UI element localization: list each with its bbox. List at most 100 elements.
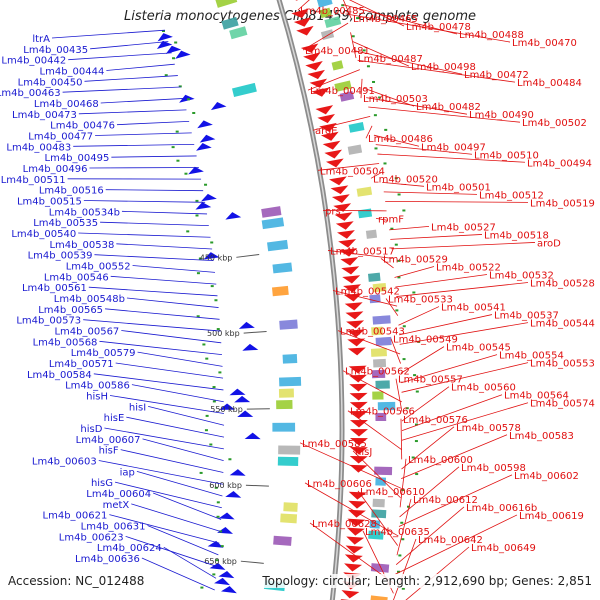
- gene-label-right[interactable]: Lm4b_00649: [471, 543, 536, 554]
- gene-label-right[interactable]: Lm4b_00616b: [466, 503, 537, 514]
- gene-label-right[interactable]: Lm4b_00560: [451, 383, 516, 394]
- gene-label-right[interactable]: Lm4b_00628: [312, 519, 377, 530]
- gene-label-left[interactable]: hisD: [80, 424, 102, 435]
- gene-label-right[interactable]: Lm4b_00544: [530, 319, 595, 330]
- gene-label-right[interactable]: Lm4b_00501: [426, 182, 491, 193]
- gene-label-left[interactable]: hisG: [91, 478, 113, 489]
- gene-label-right[interactable]: Lm4b_00585: [302, 439, 367, 450]
- gene-label-left[interactable]: Lm4b_00540: [11, 229, 76, 240]
- gene-label-right[interactable]: Lm4b_00619: [519, 511, 584, 522]
- gene-label-left[interactable]: ltrA: [32, 34, 50, 45]
- gene-label-left[interactable]: Lm4b_00442: [1, 56, 66, 67]
- gene-label-right[interactable]: Lm4b_00484: [517, 78, 582, 89]
- gene-label-left[interactable]: Lm4b_00621: [43, 511, 108, 522]
- gene-label-right[interactable]: Lm4b_00612: [413, 495, 478, 506]
- gene-label-right[interactable]: Lm4b_00600: [408, 455, 473, 466]
- gene-label-left[interactable]: Lm4b_00636: [75, 554, 140, 565]
- gene-label-right[interactable]: Lm4b_00478: [406, 22, 471, 33]
- gene-label-left[interactable]: Lm4b_00495: [45, 153, 110, 164]
- gene-label-left[interactable]: Lm4b_00515: [17, 197, 82, 208]
- gene-label-left[interactable]: Lm4b_00538: [49, 240, 114, 251]
- gene-label-right[interactable]: Lm4b_00488: [459, 30, 524, 41]
- gene-label-right[interactable]: Lm4b_00465: [353, 14, 418, 25]
- gene-label-left[interactable]: Lm4b_00476: [50, 121, 115, 132]
- gene-label-left[interactable]: Lm4b_00579: [71, 348, 136, 359]
- gene-label-right[interactable]: Lm4b_00504: [320, 166, 385, 177]
- gene-label-left[interactable]: Lm4b_00477: [28, 132, 93, 143]
- gene-label-left[interactable]: Lm4b_00539: [28, 251, 93, 262]
- gene-label-right[interactable]: Lm4b_00635: [365, 527, 430, 538]
- gene-label-right[interactable]: Lm4b_00578: [456, 423, 521, 434]
- gene-label-right[interactable]: Lm4b_00522: [436, 262, 501, 273]
- gene-label-right[interactable]: Lm4b_00543: [340, 327, 405, 338]
- gene-label-left[interactable]: Lm4b_00552: [66, 262, 131, 273]
- gene-label-right[interactable]: Lm4b_00518: [484, 230, 549, 241]
- gene-label-left[interactable]: Lm4b_00568: [33, 337, 98, 348]
- gene-label-left[interactable]: hisI: [129, 402, 146, 413]
- gene-label-right[interactable]: Lm4b_00545: [446, 343, 511, 354]
- gene-label-right[interactable]: Lm4b_00574: [530, 399, 595, 410]
- gene-label-left[interactable]: Lm4b_00571: [49, 359, 114, 370]
- gene-label-left[interactable]: Lm4b_00534b: [49, 207, 120, 218]
- gene-label-right[interactable]: prs: [325, 206, 341, 217]
- gene-label-right[interactable]: Lm4b_00542: [335, 287, 400, 298]
- gene-label-right[interactable]: Lm4b_00549: [393, 335, 458, 346]
- gene-label-right[interactable]: Lm4b_00529: [383, 254, 448, 265]
- gene-label-right[interactable]: Lm4b_00497: [421, 142, 486, 153]
- gene-label-right[interactable]: Lm4b_00512: [479, 190, 544, 201]
- gene-label-right[interactable]: Lm4b_00583: [509, 431, 574, 442]
- gene-label-right[interactable]: Lm4b_00503: [363, 94, 428, 105]
- gene-label-right[interactable]: aroD: [537, 238, 561, 249]
- gene-label-left[interactable]: Lm4b_00516: [39, 186, 104, 197]
- gene-label-right[interactable]: Lm4b_00490: [469, 110, 534, 121]
- gene-label-left[interactable]: Lm4b_00604: [86, 489, 151, 500]
- gene-label-right[interactable]: Lm4b_00598: [461, 463, 526, 474]
- gene-label-left[interactable]: hisE: [104, 413, 125, 424]
- gene-label-right[interactable]: Lm4b_00566: [350, 407, 415, 418]
- gene-label-left[interactable]: Lm4b_00548b: [54, 294, 125, 305]
- gene-label-right[interactable]: Lm4b_00528: [530, 279, 595, 290]
- gene-label-left[interactable]: Lm4b_00444: [40, 67, 105, 78]
- gene-label-left[interactable]: Lm4b_00473: [12, 110, 77, 121]
- gene-label-left[interactable]: hisF: [99, 446, 119, 457]
- gene-label-right[interactable]: Lm4b_00533: [388, 295, 453, 306]
- gene-label-left[interactable]: Lm4b_00546: [44, 272, 109, 283]
- gene-label-right[interactable]: Lm4b_00576: [403, 415, 468, 426]
- gene-label-left[interactable]: Lm4b_00603: [32, 457, 97, 468]
- gene-label-right[interactable]: Lm4b_00602: [514, 471, 579, 482]
- gene-label-right[interactable]: aroE: [315, 126, 337, 137]
- gene-label-left[interactable]: Lm4b_00623: [59, 532, 124, 543]
- gene-label-left[interactable]: Lm4b_00535: [33, 218, 98, 229]
- gene-label-right[interactable]: hisJ: [355, 447, 372, 458]
- gene-label-left[interactable]: Lm4b_00586: [65, 381, 130, 392]
- gene-label-right[interactable]: rpmF: [378, 214, 404, 225]
- gene-label-right[interactable]: Lm4b_00532: [489, 270, 554, 281]
- gene-label-right[interactable]: Lm4b_00510: [474, 150, 539, 161]
- gene-label-right[interactable]: Lm4b_00610: [360, 487, 425, 498]
- gene-label-right[interactable]: Lm4b_00557: [398, 375, 463, 386]
- gene-label-right[interactable]: Lm4b_00527: [431, 222, 496, 233]
- gene-label-left[interactable]: Lm4b_00567: [54, 327, 119, 338]
- gene-label-right[interactable]: Lm4b_00487: [358, 54, 423, 65]
- gene-label-right[interactable]: Lm4b_00494: [527, 158, 592, 169]
- gene-label-right[interactable]: Lm4b_00553: [530, 359, 595, 370]
- gene-label-left[interactable]: Lm4b_00607: [76, 435, 141, 446]
- gene-label-right[interactable]: Lm4b_00541: [441, 303, 506, 314]
- gene-label-right[interactable]: Lm4b_00502: [522, 118, 587, 129]
- gene-label-right[interactable]: Lm4b_00537: [494, 311, 559, 322]
- gene-label-left[interactable]: Lm4b_00624: [97, 543, 162, 554]
- gene-label-left[interactable]: metX: [103, 500, 130, 511]
- gene-label-left[interactable]: Lm4b_00573: [16, 316, 81, 327]
- gene-label-left[interactable]: Lm4b_00631: [81, 522, 146, 533]
- gene-label-left[interactable]: Lm4b_00468: [34, 99, 99, 110]
- gene-label-left[interactable]: Lm4b_00435: [23, 45, 88, 56]
- gene-label-right[interactable]: Lm4b_00470: [512, 38, 577, 49]
- gene-label-right[interactable]: Lm4b_00562: [345, 367, 410, 378]
- gene-label-left[interactable]: Lm4b_00511: [1, 175, 66, 186]
- gene-label-right[interactable]: Lm4b_00472: [464, 70, 529, 81]
- gene-label-right[interactable]: Lm4b_00517: [330, 246, 395, 257]
- gene-label-left[interactable]: Lm4b_00496: [23, 164, 88, 175]
- gene-label-left[interactable]: Lm4b_00463: [0, 88, 61, 99]
- gene-label-right[interactable]: Lm4b_00520: [373, 174, 438, 185]
